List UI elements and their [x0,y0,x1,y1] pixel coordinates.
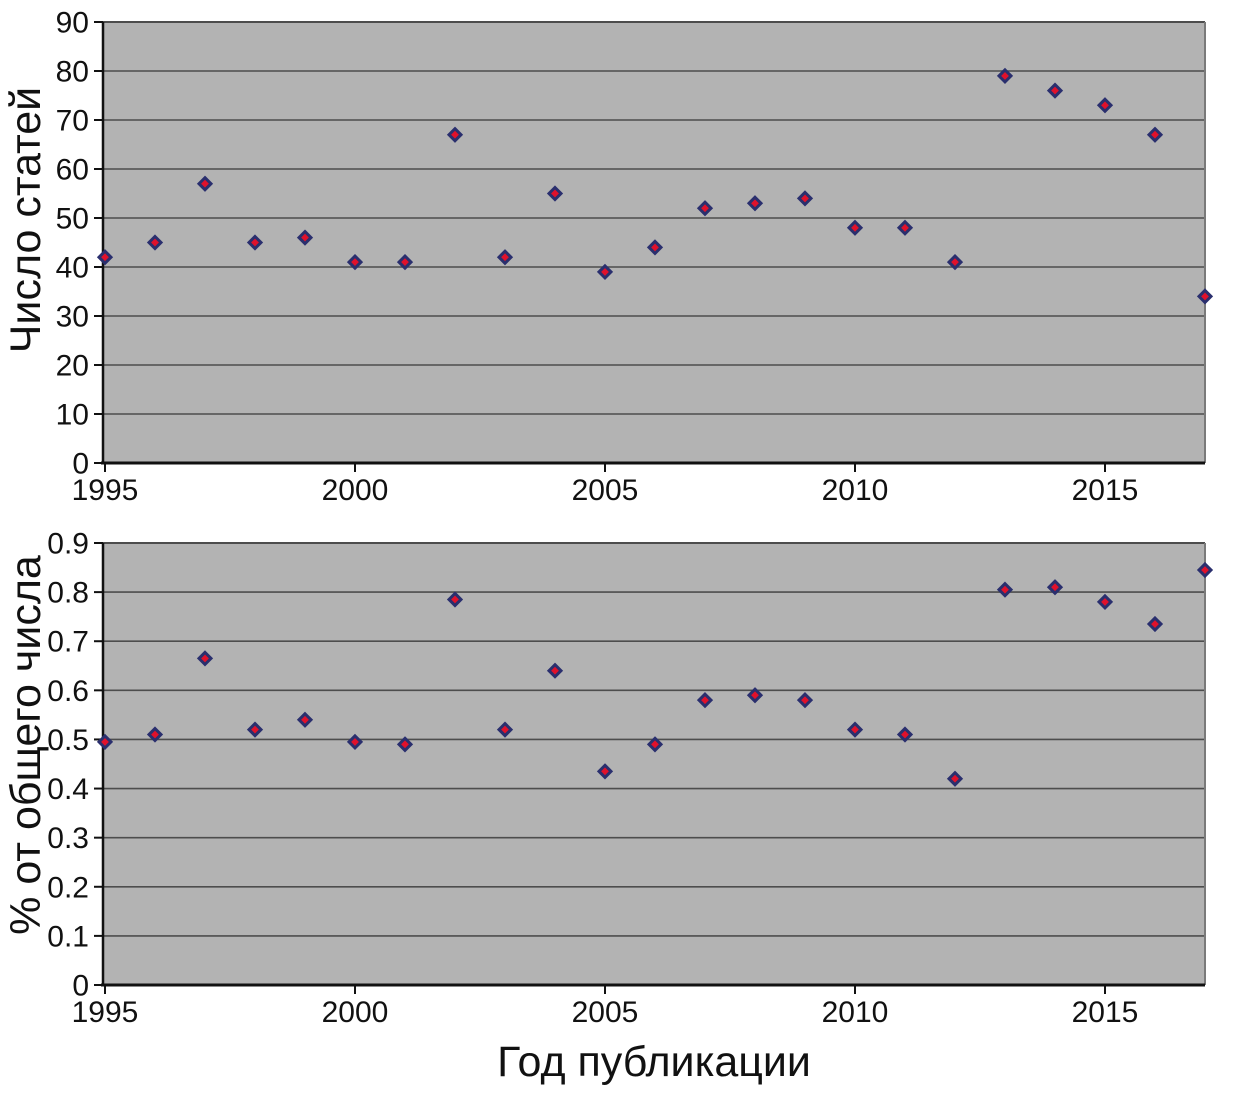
articles-count-scatter-plot: 0 10 20 30 40 50 60 70 80 90 1995 2000 2005 2010 2015 [56,7,1214,507]
y-axis-title-articles-count: Число статей [2,86,50,354]
svg-text:10: 10 [56,399,89,432]
svg-text:2015: 2015 [1072,996,1139,1029]
svg-text:2010: 2010 [822,996,889,1029]
svg-text:0.9: 0.9 [47,530,89,561]
svg-text:90: 90 [56,7,89,40]
svg-text:0.4: 0.4 [47,773,89,806]
svg-text:1995: 1995 [72,474,139,507]
svg-text:2015: 2015 [1072,474,1139,507]
svg-text:0: 0 [72,448,89,481]
svg-text:40: 40 [56,252,89,285]
svg-text:2000: 2000 [322,996,389,1029]
svg-text:0.8: 0.8 [47,577,89,610]
svg-text:2000: 2000 [322,474,389,507]
svg-text:0.7: 0.7 [47,626,89,659]
svg-text:0.6: 0.6 [47,675,89,708]
svg-text:0.2: 0.2 [47,871,89,904]
svg-text:0: 0 [72,970,89,1003]
svg-text:0.1: 0.1 [47,920,89,953]
svg-text:50: 50 [56,203,89,236]
svg-text:70: 70 [56,105,89,138]
y-axis-title-percent-of-total: % от общего числа [2,555,50,935]
svg-text:2005: 2005 [572,996,639,1029]
svg-text:0.5: 0.5 [47,724,89,757]
svg-text:2010: 2010 [822,474,889,507]
svg-text:60: 60 [56,154,89,187]
svg-text:80: 80 [56,56,89,89]
svg-text:1995: 1995 [72,996,139,1029]
svg-text:30: 30 [56,301,89,334]
percent-of-total-scatter-plot: 0 0.1 0.2 0.3 0.4 0.5 0.6 0.7 0.8 0.9 1995 2000 2005… [47,530,1214,1029]
svg-text:20: 20 [56,350,89,383]
svg-text:2005: 2005 [572,474,639,507]
x-axis-title-publication-year: Год публикации [497,1038,811,1086]
svg-text:0.3: 0.3 [47,822,89,855]
